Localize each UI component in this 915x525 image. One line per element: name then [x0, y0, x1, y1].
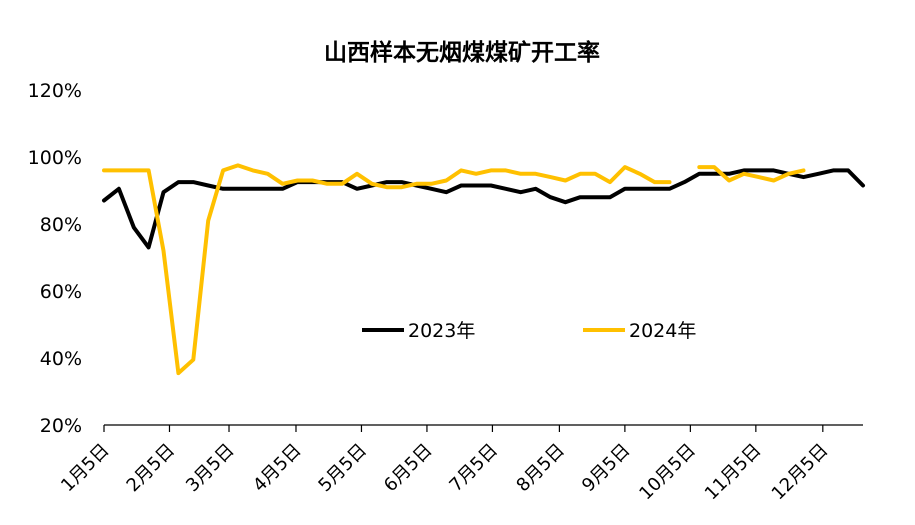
- chart-title: 山西样本无烟煤煤矿开工率: [324, 39, 600, 66]
- x-tick-label: 9月5日: [578, 440, 635, 497]
- series-line-1: [102, 168, 865, 250]
- legend-label-2: 2024年: [629, 320, 696, 342]
- y-tick-label: 80%: [40, 214, 82, 236]
- plot-area: [102, 163, 865, 376]
- y-tick-label: 60%: [40, 281, 82, 303]
- y-axis-ticks: 20% 40% 60% 80% 100% 120%: [28, 80, 82, 437]
- x-tick-label: 12月5日: [768, 440, 833, 505]
- x-tick-label: 11月5日: [701, 440, 766, 505]
- x-tick-label: 8月5日: [512, 440, 569, 497]
- y-tick-label: 100%: [28, 147, 82, 169]
- x-tick-label: 6月5日: [380, 440, 437, 497]
- legend: 2023年 2024年: [362, 320, 696, 342]
- y-tick-label: 40%: [40, 348, 82, 370]
- x-tick-label: 7月5日: [445, 440, 502, 497]
- x-tick-label: 3月5日: [182, 440, 239, 497]
- y-tick-label: 20%: [40, 415, 82, 437]
- x-tick-label: 4月5日: [249, 440, 306, 497]
- x-tick-label: 5月5日: [314, 440, 371, 497]
- legend-label-1: 2023年: [408, 320, 475, 342]
- y-tick-label: 120%: [28, 80, 82, 102]
- x-tick-label: 1月5日: [57, 440, 114, 497]
- x-tick-label: 10月5日: [635, 440, 700, 505]
- x-axis: 1月5日 2月5日 3月5日 4月5日 5月5日 6月5日 7月5日 8月5日 9月5日 10月5…: [57, 424, 863, 505]
- series-line-2: [102, 163, 806, 376]
- x-tick-label: 2月5日: [123, 440, 180, 497]
